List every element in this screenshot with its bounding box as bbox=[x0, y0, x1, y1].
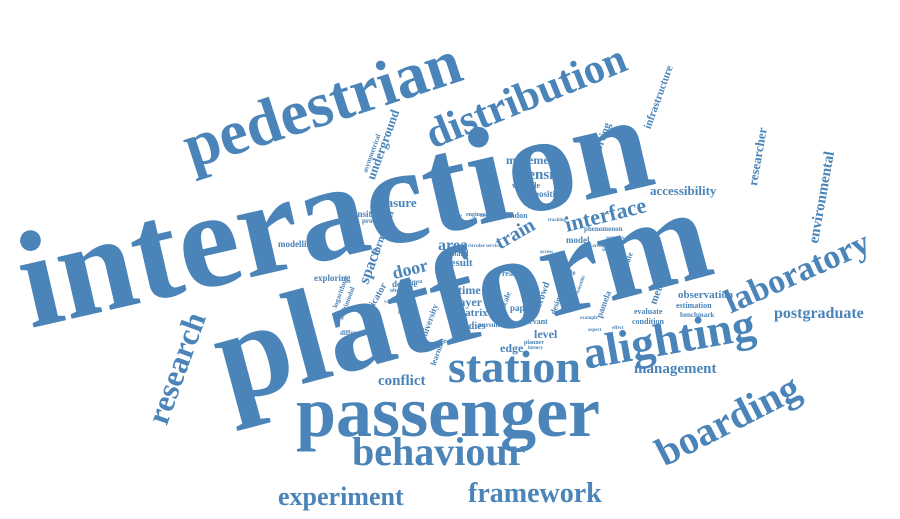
word-journey: journey bbox=[398, 310, 415, 315]
word-pursuit: pursuit bbox=[478, 321, 500, 329]
word-condition: condition bbox=[632, 317, 665, 326]
word-conflict: conflict bbox=[378, 373, 426, 389]
word-system: system bbox=[462, 334, 477, 339]
word-tracking: tracking bbox=[548, 218, 567, 223]
word-behaviour: behaviour bbox=[352, 429, 526, 474]
word-london: london bbox=[504, 211, 528, 220]
word-time: time bbox=[458, 283, 481, 297]
word-area: area bbox=[438, 237, 468, 254]
word-accessibility: accessibility bbox=[650, 183, 717, 198]
word-studies: studies bbox=[456, 321, 486, 332]
word-carriage: carriage bbox=[590, 244, 608, 249]
word-simple: simple bbox=[556, 269, 576, 277]
word-degree: degree bbox=[392, 279, 418, 289]
word-position: position bbox=[534, 189, 565, 199]
word-evaluate: evaluate bbox=[634, 307, 663, 316]
word-phenomenon: phenomenon bbox=[584, 225, 623, 233]
word-reference: reference bbox=[442, 214, 462, 219]
word-different: different bbox=[404, 280, 423, 285]
word-model: model bbox=[566, 235, 590, 245]
word-management: management bbox=[634, 361, 717, 377]
word-designer: designer bbox=[480, 214, 499, 219]
word-researcher: researcher bbox=[744, 126, 770, 187]
word-edge: edge bbox=[500, 341, 524, 355]
word-passenger: passenger bbox=[296, 372, 600, 452]
word-effect: effect bbox=[612, 326, 624, 331]
word-movement: movement bbox=[506, 153, 560, 167]
word-layer: layer bbox=[456, 295, 482, 309]
word-engineer: engineer bbox=[466, 212, 488, 218]
word-measure: measure bbox=[370, 195, 417, 210]
word-transition: transition bbox=[346, 209, 384, 219]
word-difference: difference bbox=[340, 329, 370, 337]
word-various: various bbox=[384, 300, 400, 305]
word-aspect: aspect bbox=[588, 328, 602, 333]
word-observed: observed bbox=[390, 288, 413, 294]
word-result: result bbox=[446, 257, 473, 269]
word-variable: variable bbox=[512, 181, 540, 190]
word-infrastructure: infrastructure bbox=[641, 64, 676, 131]
word-framework: framework bbox=[468, 478, 602, 509]
word-service: service bbox=[486, 244, 501, 249]
word-density: density bbox=[520, 167, 566, 183]
word-level: level bbox=[534, 327, 558, 341]
word-boarding: boarding bbox=[648, 364, 808, 475]
word-history: history bbox=[528, 346, 543, 351]
word-benchmark: benchmark bbox=[680, 311, 715, 319]
word-board: board bbox=[448, 249, 469, 258]
word-modelling: modelling bbox=[278, 239, 317, 249]
word-exploring: exploring bbox=[314, 273, 351, 283]
word-station: station bbox=[448, 341, 581, 392]
word-circular: circular bbox=[468, 244, 485, 249]
word-access: access bbox=[540, 250, 554, 255]
word-estimation: estimation bbox=[676, 301, 712, 310]
word-planner: planner bbox=[524, 340, 545, 346]
word-observation: observation bbox=[678, 289, 733, 301]
word-scenario: scenario bbox=[606, 236, 624, 241]
word-example: example bbox=[580, 316, 598, 321]
word-experiment: experiment bbox=[278, 482, 404, 511]
word-suitable: suitable bbox=[602, 248, 619, 253]
word-environmental: environmental bbox=[806, 150, 838, 245]
word-relevant: relevant bbox=[520, 317, 548, 326]
word-paper: paper bbox=[510, 303, 533, 313]
word-postgraduate: postgraduate bbox=[774, 305, 864, 322]
word-real: real bbox=[502, 269, 516, 278]
word-matrix: matrix bbox=[456, 307, 488, 319]
word-problem: problem bbox=[362, 217, 388, 225]
